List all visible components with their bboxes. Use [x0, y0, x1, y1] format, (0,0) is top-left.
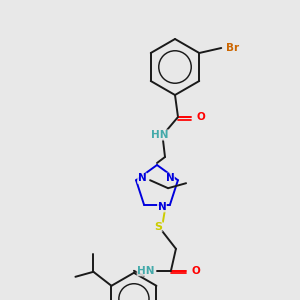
Text: N: N — [166, 173, 174, 183]
Text: N: N — [158, 202, 166, 212]
Text: O: O — [196, 112, 206, 122]
Text: HN: HN — [151, 130, 169, 140]
Text: Br: Br — [226, 43, 239, 53]
Text: O: O — [192, 266, 200, 276]
Text: N: N — [138, 173, 146, 183]
Text: S: S — [154, 222, 162, 232]
Text: HN: HN — [137, 266, 155, 276]
